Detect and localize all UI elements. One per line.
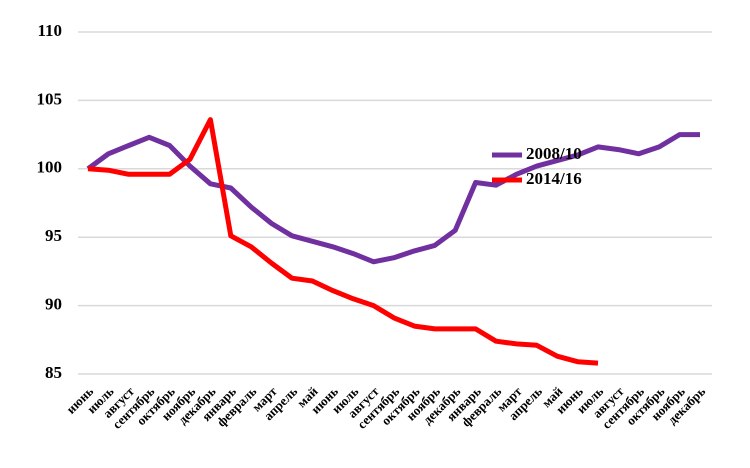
legend-label: 2008/10 <box>526 144 582 163</box>
y-tick-label: 100 <box>37 158 63 177</box>
y-tick-label: 95 <box>45 226 62 245</box>
series-line <box>86 132 700 265</box>
y-tick-label: 85 <box>45 363 62 382</box>
series-line <box>87 117 599 366</box>
y-tick-label: 90 <box>45 295 62 314</box>
legend-label: 2014/16 <box>526 169 582 188</box>
y-tick-label: 105 <box>37 89 63 108</box>
y-tick-label: 110 <box>37 21 62 40</box>
